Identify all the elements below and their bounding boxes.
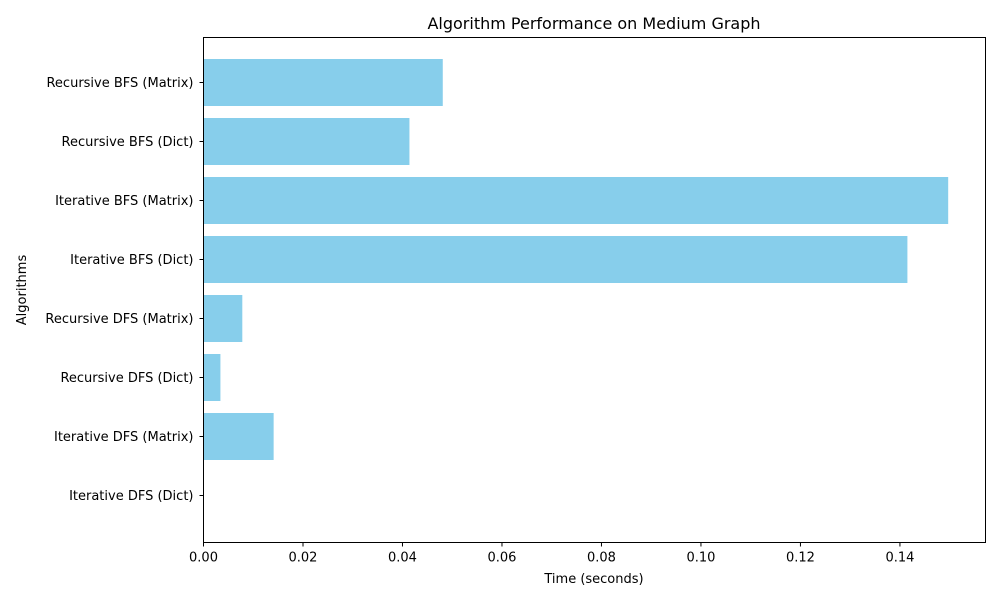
x-tick-label: 0.10: [686, 551, 715, 566]
x-tick-label: 0.00: [189, 551, 218, 566]
x-axis-label: Time (seconds): [543, 572, 643, 587]
bar-5: [204, 177, 949, 224]
y-tick-label: Recursive DFS (Dict): [60, 371, 193, 386]
bar-2: [204, 354, 221, 401]
y-tick-label: Iterative DFS (Matrix): [54, 430, 194, 445]
x-tick-label: 0.14: [885, 551, 914, 566]
bar-6: [204, 118, 410, 165]
bar-3: [204, 295, 243, 342]
chart-title: Algorithm Performance on Medium Graph: [427, 14, 760, 33]
y-tick-label: Recursive BFS (Dict): [62, 135, 194, 150]
x-tick-label: 0.02: [289, 551, 318, 566]
bar-1: [204, 413, 274, 460]
x-tick-label: 0.12: [786, 551, 815, 566]
x-tick-label: 0.08: [587, 551, 616, 566]
x-tick-label: 0.06: [487, 551, 516, 566]
y-tick-label: Iterative BFS (Matrix): [55, 194, 193, 209]
x-tick-label: 0.04: [388, 551, 417, 566]
y-axis-label: Algorithms: [15, 255, 30, 326]
plot-frame: [204, 38, 986, 543]
y-tick-label: Recursive DFS (Matrix): [45, 312, 193, 327]
bar-4: [204, 236, 908, 283]
x-ticks: 0.00 0.02 0.04 0.06 0.08 0.10 0.12 0.14: [189, 543, 914, 566]
y-tick-label: Iterative BFS (Dict): [70, 253, 193, 268]
bars-group: [204, 59, 949, 519]
bar-7: [204, 59, 443, 106]
y-ticks: Iterative DFS (Dict) Iterative DFS (Matri…: [45, 76, 203, 504]
y-tick-label: Iterative DFS (Dict): [69, 489, 193, 504]
y-tick-label: Recursive BFS (Matrix): [46, 76, 193, 91]
